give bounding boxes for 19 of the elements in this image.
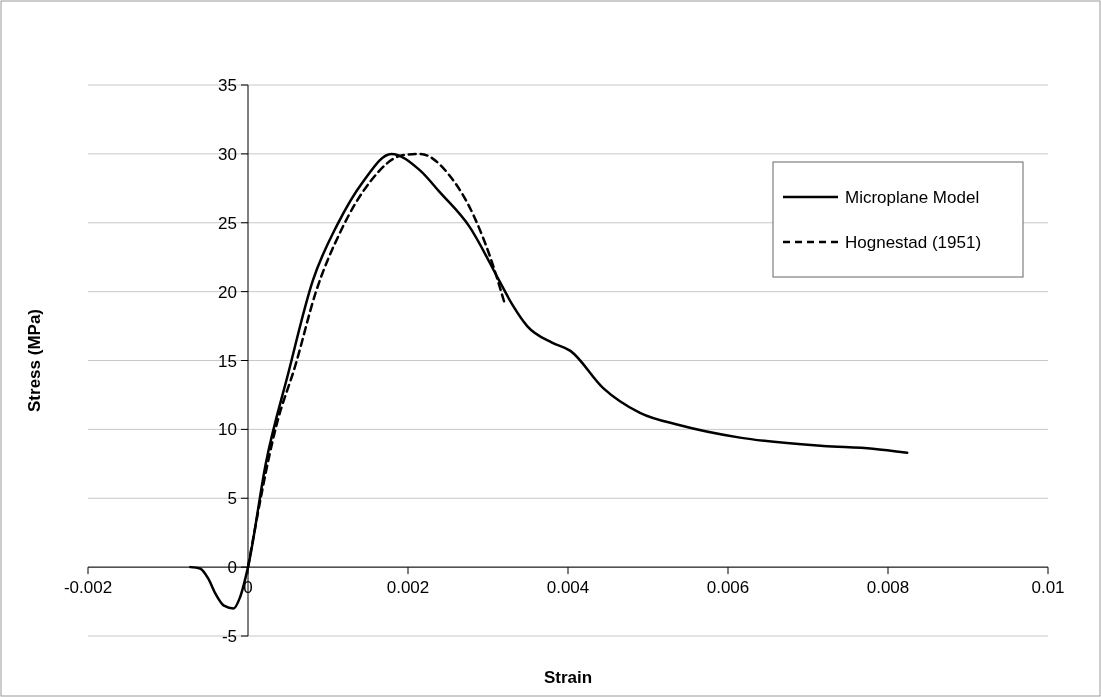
legend-label: Microplane Model (845, 188, 980, 207)
x-tick-label: 0.008 (866, 578, 910, 598)
x-axis-title: Strain (543, 668, 593, 687)
y-tick-label: 20 (218, 282, 237, 302)
x-tick-label: 0.002 (386, 578, 430, 598)
y-tick-label: 30 (218, 144, 237, 164)
y-tick-label: -5 (221, 627, 237, 646)
x-tick-label: 0.004 (546, 578, 590, 598)
y-tick-label: 5 (227, 489, 237, 509)
y-tick-label: 35 (218, 76, 237, 95)
y-axis-title: Stress (MPa) (25, 309, 44, 412)
y-tick-label: 10 (218, 420, 237, 440)
x-tick-label: 0.01 (1031, 578, 1065, 598)
x-tick-label: 0.006 (706, 578, 750, 598)
legend-label: Hognestad (1951) (845, 233, 982, 252)
y-tick-label: 15 (218, 351, 237, 371)
y-tick-label: 25 (218, 213, 237, 233)
x-tick-label: -0.002 (63, 578, 113, 598)
x-tick-label: 0 (243, 578, 253, 598)
